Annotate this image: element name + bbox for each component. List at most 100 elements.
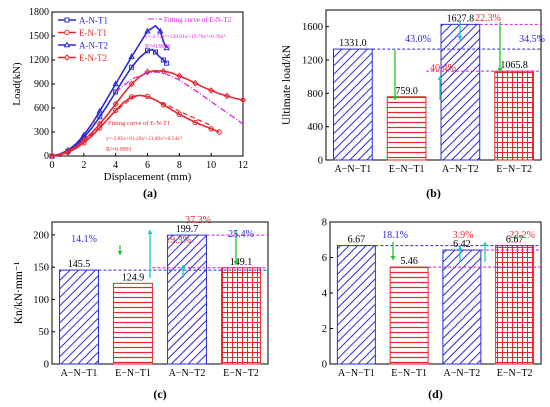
data-point [80,131,88,138]
panel-label: (b) [426,186,441,200]
annotation-r2-t2: R²=0.9996 [145,44,171,50]
y-tick-label: 600 [34,103,49,114]
panel-d-bar-chart: 02468Dᵤₑ/mmA−N−T1E−N−T1A−N−T2E−N−T26.675… [322,218,542,401]
panel-label: (c) [153,387,166,401]
arrow-head [233,261,239,265]
data-point [112,80,119,87]
x-tick-label: 4 [113,160,118,171]
arrow-head [437,76,443,80]
data-point [113,89,119,95]
bar [59,269,99,365]
series-line [51,69,244,157]
x-tick-label: 2 [81,160,86,171]
y-tick-label: 0 [44,360,49,371]
legend-marker [63,54,71,61]
y-tick-label: 0 [44,151,49,162]
x-tick-label: A−N−T1 [338,368,375,379]
plot-frame [325,9,542,161]
data-point [112,100,119,108]
y-axis-label: Kn/kN·mm⁻¹ [13,261,25,324]
bar [336,245,376,365]
x-tick-label: E−N−T1 [115,368,151,379]
arrow-head [497,68,503,72]
data-point [160,57,166,63]
legend-label: A-N-T1 [79,16,108,26]
y-tick-label: 150 [33,263,49,274]
x-tick-label: A−N−T1 [61,368,98,379]
arrow-head [482,242,488,246]
bar [221,267,261,365]
annotation-fit-en-t2: Fitting curve of E-N-T2 [164,16,232,24]
data-point [144,27,151,34]
x-tick-label: 6 [145,160,150,171]
series-line [51,94,220,157]
y-axis-label: Ultimate load/kN [281,44,293,125]
bar [389,266,429,365]
y-tick-label: 100 [33,295,49,306]
y-tick-label: 0 [318,156,323,167]
bar [167,234,207,365]
data-label: 1331.0 [339,38,367,49]
x-tick-label: E−N−T1 [391,368,427,379]
y-tick-label: 2 [322,324,327,335]
x-tick-label: E−N−T2 [496,164,532,175]
percent-label: 22.3% [475,13,501,24]
data-point [156,27,164,34]
bar [442,249,482,365]
y-tick-label: 900 [34,79,49,90]
data-label: 1065.8 [500,60,528,71]
data-point [144,93,151,100]
percent-label: 14.1% [71,234,97,245]
x-tick-label: A−N−T1 [334,164,371,175]
x-tick-label: 12 [238,160,248,171]
y-axis-label: Load(kN) [11,62,23,106]
data-point [145,48,150,54]
percent-label: 43.0% [405,34,431,45]
arrow-head [457,246,463,250]
x-tick-label: E−N−T2 [497,368,533,379]
x-tick-label: A−N−T2 [169,368,206,379]
data-point [208,126,214,132]
panel-a-line-chart: 0 2 4 6 8 10 12 0 300 600 900 1200 1500 1800 Displacem… [11,7,248,200]
percent-label: 3.9% [453,230,474,241]
bar [333,48,373,161]
data-point [128,80,135,88]
percent-label: 18.1% [382,230,408,241]
panel-b-bar-chart: 0 400 800 1200 1600 Ultimate load/kN A−N−T1 E−N… [281,9,545,200]
data-point [152,49,158,55]
legend-label: A-N-T2 [79,41,108,51]
y-tick-label: 1200 [29,55,49,66]
arrow-head [457,36,463,40]
y-tick-label: 200 [33,230,49,241]
data-point [144,68,151,76]
data-point [128,53,135,60]
data-label: 759.0 [395,86,418,97]
percent-label: 25.4% [228,229,254,240]
data-point [160,67,167,75]
y-tick-label: 8 [322,218,327,229]
data-point [97,125,103,131]
data-label: 6.67 [348,235,366,246]
percent-label: 19.3% [165,235,191,246]
y-tick-label: 1500 [29,31,49,42]
data-label: 5.46 [400,256,418,267]
y-tick-label: 1200 [302,56,323,67]
data-label: 6.67 [506,235,524,246]
arrow-head [147,230,153,234]
data-point [112,107,119,114]
x-axis-label: Displacement (mm) [104,171,192,183]
x-tick-label: 10 [206,160,216,171]
bar [494,70,534,161]
y-tick-label: 1800 [29,7,49,18]
y-tick-label: 50 [39,327,50,338]
y-tick-label: 6 [322,253,327,264]
series-line [51,24,168,157]
bar [495,245,535,365]
data-point [176,72,183,80]
data-point [176,111,183,118]
series-line [51,48,168,157]
series-line [83,94,212,143]
data-point [97,114,103,120]
y-tick-label: 0 [322,360,327,371]
